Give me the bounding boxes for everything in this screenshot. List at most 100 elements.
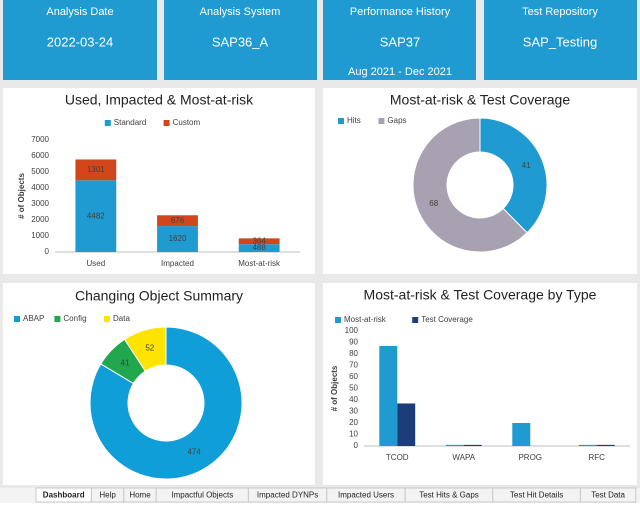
bar bbox=[578, 444, 597, 446]
legend-label: Hits bbox=[347, 116, 361, 125]
bar bbox=[397, 403, 416, 446]
tab-label[interactable]: Test Hit Details bbox=[510, 491, 563, 500]
legend-swatch bbox=[163, 120, 170, 126]
legend-label: Custom bbox=[173, 118, 201, 127]
bar bbox=[157, 215, 198, 227]
y-tick-label: 70 bbox=[349, 361, 358, 370]
panel bbox=[323, 283, 637, 485]
card-note: Aug 2021 - Dec 2021 bbox=[348, 66, 452, 78]
tab-label[interactable]: Impacted Users bbox=[338, 491, 394, 500]
data-label: 1620 bbox=[169, 234, 187, 243]
y-tick-label: 3000 bbox=[31, 199, 49, 208]
data-label: 364 bbox=[252, 236, 266, 245]
y-tick-label: 0 bbox=[45, 247, 50, 256]
y-tick-label: 6000 bbox=[31, 151, 49, 160]
chart-title: Changing Object Summary bbox=[75, 288, 243, 304]
x-tick-label: TCOD bbox=[386, 453, 409, 462]
data-label: 41 bbox=[522, 161, 531, 170]
legend-swatch bbox=[14, 316, 20, 322]
bar bbox=[596, 444, 615, 446]
x-tick-label: WAPA bbox=[452, 453, 475, 462]
bar bbox=[75, 180, 117, 252]
donut-slice bbox=[412, 117, 528, 253]
legend-label: Config bbox=[63, 314, 86, 323]
chart-title: Most-at-risk & Test Coverage by Type bbox=[364, 287, 597, 303]
x-tick-label: Used bbox=[86, 259, 105, 268]
y-tick-label: 50 bbox=[349, 384, 358, 393]
card-label: Test Repository bbox=[522, 6, 598, 18]
tab[interactable] bbox=[579, 487, 637, 503]
legend-label: Gaps bbox=[387, 116, 406, 125]
y-tick-label: 100 bbox=[345, 326, 359, 335]
x-tick-label: PROG bbox=[518, 453, 542, 462]
y-axis-label: # of Objects bbox=[330, 365, 339, 411]
legend-swatch bbox=[378, 118, 385, 124]
legend-swatch bbox=[54, 316, 61, 322]
x-tick-label: RFC bbox=[589, 453, 606, 462]
y-tick-label: 30 bbox=[349, 407, 358, 416]
bar bbox=[512, 423, 531, 446]
legend-swatch bbox=[104, 120, 111, 126]
y-tick-label: 7000 bbox=[31, 135, 49, 144]
card-value: 2022-03-24 bbox=[47, 34, 114, 49]
y-tick-label: 4000 bbox=[31, 183, 49, 192]
legend-label: ABAP bbox=[23, 314, 44, 323]
y-tick-label: 20 bbox=[349, 418, 358, 427]
data-label: 52 bbox=[145, 343, 154, 352]
data-label: 4482 bbox=[87, 211, 105, 220]
bar bbox=[157, 226, 198, 252]
tab-label[interactable]: Home bbox=[129, 491, 151, 500]
bar bbox=[238, 244, 280, 252]
y-axis-label: # of Objects bbox=[17, 173, 26, 219]
bar bbox=[238, 238, 280, 245]
chart-title: Used, Impacted & Most-at-risk bbox=[65, 92, 254, 108]
data-label: 68 bbox=[429, 199, 438, 208]
card-label: Analysis System bbox=[200, 6, 281, 18]
legend-label: Standard bbox=[114, 118, 146, 127]
y-tick-label: 90 bbox=[349, 338, 358, 347]
card bbox=[323, 0, 476, 80]
legend-swatch bbox=[104, 316, 110, 322]
card-value: SAP37 bbox=[380, 34, 420, 49]
tab-label[interactable]: Test Hits & Gaps bbox=[419, 491, 479, 500]
bar bbox=[445, 444, 464, 446]
y-tick-label: 40 bbox=[349, 395, 358, 404]
data-label: 488 bbox=[252, 243, 266, 252]
card bbox=[3, 0, 157, 80]
legend-swatch bbox=[338, 118, 344, 124]
legend-label: Test Coverage bbox=[421, 315, 473, 324]
card-value: SAP_Testing bbox=[523, 34, 597, 49]
data-label: 474 bbox=[187, 448, 201, 457]
legend-label: Data bbox=[113, 314, 130, 323]
x-tick-label: Most-at-risk bbox=[238, 259, 281, 268]
legend-label: Most-at-risk bbox=[344, 315, 387, 324]
y-tick-label: 80 bbox=[349, 349, 358, 358]
card-label: Analysis Date bbox=[46, 6, 113, 18]
card bbox=[484, 0, 637, 80]
chart-title: Most-at-risk & Test Coverage bbox=[390, 92, 570, 108]
card-value: SAP36_A bbox=[212, 34, 269, 49]
data-label: 1301 bbox=[87, 165, 105, 174]
donut-slice bbox=[89, 326, 243, 480]
donut-slice bbox=[123, 326, 167, 372]
card bbox=[164, 0, 317, 80]
tab-label[interactable]: Impacted DYNPs bbox=[257, 491, 318, 500]
legend-swatch bbox=[335, 317, 341, 323]
y-tick-label: 1000 bbox=[31, 231, 49, 240]
legend-swatch bbox=[412, 317, 419, 323]
tab-label[interactable]: Help bbox=[99, 491, 116, 500]
tab-label[interactable]: Dashboard bbox=[43, 491, 85, 500]
donut-slice bbox=[479, 117, 548, 234]
data-label: 41 bbox=[121, 359, 130, 368]
y-tick-label: 10 bbox=[349, 430, 358, 439]
tab-label[interactable]: Test Data bbox=[591, 491, 625, 500]
y-tick-label: 60 bbox=[349, 372, 358, 381]
y-tick-label: 5000 bbox=[31, 167, 49, 176]
bar bbox=[379, 345, 398, 446]
bar bbox=[463, 444, 482, 446]
bar bbox=[75, 159, 117, 181]
tab-label[interactable]: Impactful Objects bbox=[171, 491, 233, 500]
card-label: Performance History bbox=[350, 6, 451, 18]
data-label: 676 bbox=[171, 216, 185, 225]
